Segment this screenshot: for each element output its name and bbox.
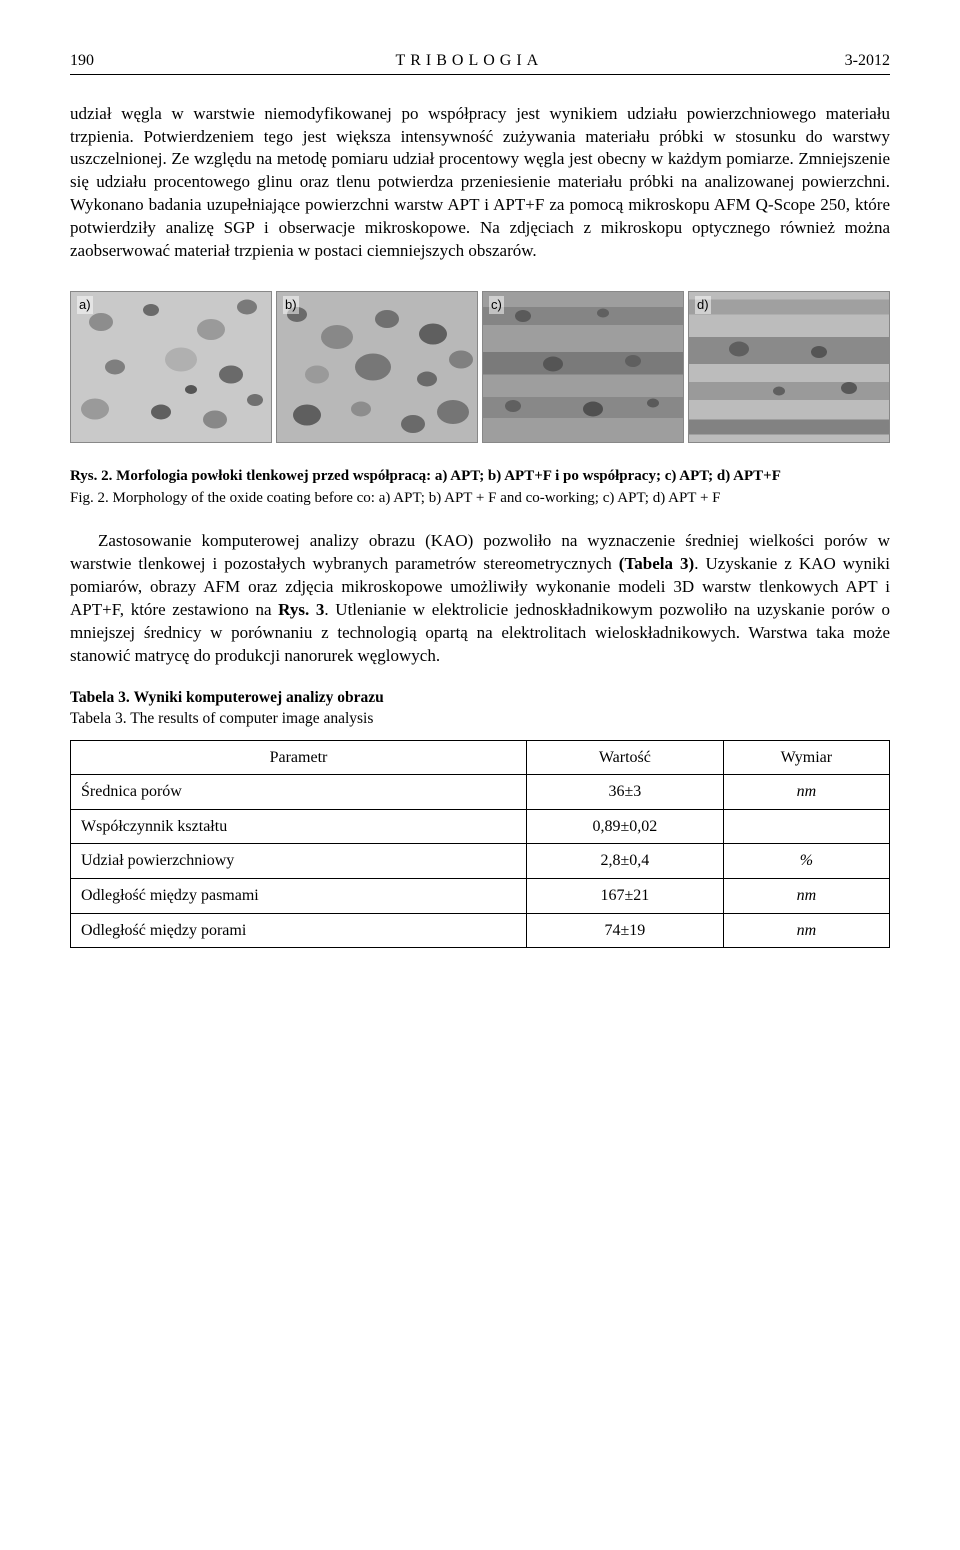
figure-panel-label: b) [283, 296, 299, 314]
page-number: 190 [70, 50, 94, 72]
table-header-row: Parametr Wartość Wymiar [71, 740, 890, 775]
results-table: Parametr Wartość Wymiar Średnica porów 3… [70, 740, 890, 949]
issue-number: 3-2012 [845, 50, 890, 72]
table-title-desc-en: The results of computer image analysis [130, 710, 373, 727]
table-cell-unit: % [723, 844, 889, 879]
table-cell-param: Średnica porów [71, 775, 527, 810]
table-title-lead-en: Tabela 3. [70, 710, 127, 727]
table-header-unit: Wymiar [723, 740, 889, 775]
table-header-value: Wartość [526, 740, 723, 775]
table-title-desc: Wyniki komputerowej analizy obrazu [134, 689, 384, 706]
figure-panel-b: b) [276, 291, 478, 443]
table-cell-unit: nm [723, 913, 889, 948]
table-row: Odległość między porami 74±19 nm [71, 913, 890, 948]
table-cell-param: Odległość między pasmami [71, 879, 527, 914]
figure-2: a) b) c) [70, 291, 890, 443]
table-header-param: Parametr [71, 740, 527, 775]
micrograph-a [71, 292, 271, 442]
paragraph-1: udział węgla w warstwie niemodyfikowanej… [70, 103, 890, 264]
figure-caption-desc: Morfologia powłoki tlenkowej przed współ… [116, 468, 781, 484]
micrograph-b [277, 292, 477, 442]
table-cell-param: Odległość między porami [71, 913, 527, 948]
table-title-en: Tabela 3. The results of computer image … [70, 709, 890, 730]
table-row: Średnica porów 36±3 nm [71, 775, 890, 810]
figure-panel-label: c) [489, 296, 504, 314]
figure-panel-a: a) [70, 291, 272, 443]
table-row: Udział powierzchniowy 2,8±0,4 % [71, 844, 890, 879]
figure-caption-en: Fig. 2. Morphology of the oxide coating … [70, 489, 890, 509]
table-cell-unit [723, 809, 889, 844]
page-header: 190 TRIBOLOGIA 3-2012 [70, 50, 890, 75]
table-cell-value: 74±19 [526, 913, 723, 948]
figure-caption-pl: Rys. 2. Morfologia powłoki tlenkowej prz… [70, 467, 890, 487]
table-row: Odległość między pasmami 167±21 nm [71, 879, 890, 914]
table-cell-param: Udział powierzchniowy [71, 844, 527, 879]
table-cell-value: 36±3 [526, 775, 723, 810]
table-cell-value: 2,8±0,4 [526, 844, 723, 879]
table-title-pl: Tabela 3. Wyniki komputerowej analizy ob… [70, 688, 890, 709]
table-cell-unit: nm [723, 879, 889, 914]
journal-title: TRIBOLOGIA [395, 50, 543, 72]
micrograph-c [483, 292, 683, 442]
micrograph-d [689, 292, 889, 442]
table-cell-value: 0,89±0,02 [526, 809, 723, 844]
figure-panel-c: c) [482, 291, 684, 443]
figure-panel-label: a) [77, 296, 93, 314]
figure-caption-desc-en: Morphology of the oxide coating before c… [113, 490, 721, 506]
table-title-lead: Tabela 3. [70, 689, 130, 706]
table-row: Współczynnik kształtu 0,89±0,02 [71, 809, 890, 844]
table-cell-unit: nm [723, 775, 889, 810]
table-cell-param: Współczynnik kształtu [71, 809, 527, 844]
figure-panel-d: d) [688, 291, 890, 443]
figure-caption-lead: Rys. 2. [70, 468, 112, 484]
figure-panel-label: d) [695, 296, 711, 314]
table-cell-value: 167±21 [526, 879, 723, 914]
paragraph-2: Zastosowanie komputerowej analizy obrazu… [70, 530, 890, 668]
figure-caption-lead-en: Fig. 2. [70, 490, 109, 506]
